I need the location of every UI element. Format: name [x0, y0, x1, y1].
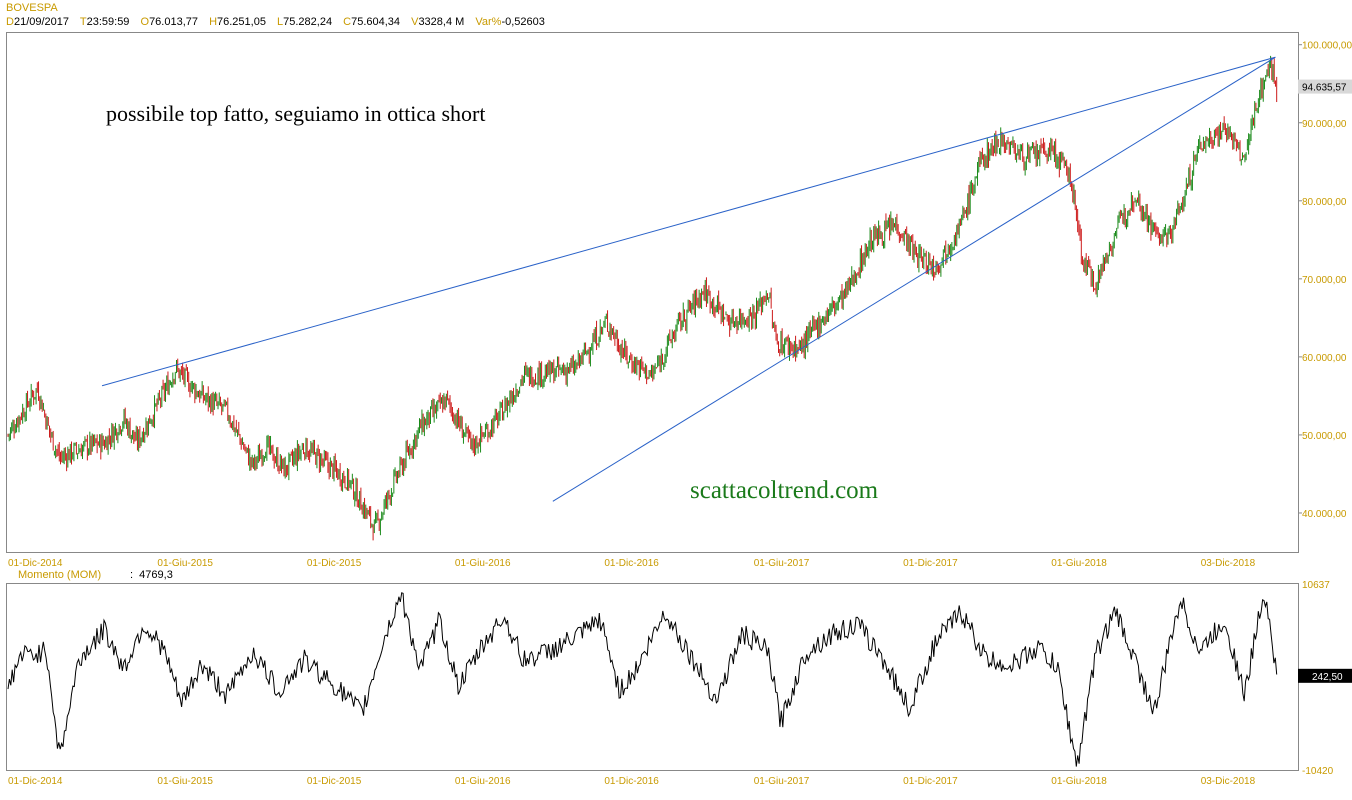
x-tick-label: 01-Giu-2018 [1051, 776, 1107, 787]
field-time: 23:59:59 [86, 16, 130, 28]
comment-annotation: possibile top fatto, seguiamo in ottica … [106, 101, 485, 126]
field-var: -0,52603 [501, 16, 545, 28]
y-tick-label: 60.000,00 [1302, 353, 1347, 364]
field-key: D [6, 16, 14, 28]
y-tick-label: 70.000,00 [1302, 275, 1347, 286]
x-tick-label: 01-Dic-2017 [903, 558, 958, 569]
momentum-x-axis: 01-Dic-2014 01-Giu-2015 01-Dic-2015 01-Giu-… [8, 776, 1256, 787]
ohlc-readout: D21/09/2017 T23:59:59 O76.013,77 H76.251… [6, 16, 553, 28]
momentum-series [7, 592, 1278, 767]
momentum-line [7, 592, 1278, 767]
watermark-text: scattacoltrend.com [690, 477, 879, 504]
momentum-value-text: 4769,3 [139, 569, 173, 581]
price-x-axis: 01-Dic-2014 01-Giu-2015 01-Dic-2015 01-Giu-… [8, 558, 1256, 569]
field-key: C [343, 16, 352, 28]
x-tick-label: 01-Giu-2015 [157, 776, 213, 787]
x-tick-label: 01-Giu-2017 [754, 776, 810, 787]
x-tick-label: 01-Dic-2017 [903, 776, 958, 787]
momentum-panel-frame [6, 583, 1299, 771]
momentum-y-tick-label: -10420 [1302, 766, 1334, 777]
field-close: 75.604,34 [351, 16, 401, 28]
momentum-last-label: 242,50 [1312, 672, 1343, 683]
y-tick-label: 50.000,00 [1302, 431, 1347, 442]
x-tick-label: 01-Dic-2015 [307, 776, 362, 787]
x-tick-label: 03-Dic-2018 [1201, 776, 1256, 787]
x-tick-label: 01-Giu-2018 [1051, 558, 1107, 569]
x-tick-label: 01-Dic-2016 [604, 776, 659, 787]
momentum-y-tick-label: 10637 [1302, 580, 1330, 591]
field-key: Var% [475, 16, 502, 28]
x-tick-label: 03-Dic-2018 [1201, 558, 1256, 569]
trendlines [101, 56, 1276, 502]
x-tick-label: 01-Dic-2015 [307, 558, 362, 569]
y-tick-label: 90.000,00 [1302, 119, 1347, 130]
last-price-label: 94.635,57 [1302, 83, 1347, 94]
field-low: 75.282,24 [283, 16, 333, 28]
price-candles [7, 55, 1278, 541]
field-key: O [140, 16, 150, 28]
x-tick-label: 01-Giu-2015 [157, 558, 213, 569]
x-tick-label: 01-Dic-2014 [8, 558, 63, 569]
momentum-current-value: : 4769,3 [130, 569, 173, 581]
x-tick-label: 01-Giu-2016 [455, 558, 511, 569]
price-y-axis: 40.000,00 50.000,00 60.000,00 70.000,00 80.0… [1298, 41, 1352, 520]
field-open: 76.013,77 [149, 16, 198, 28]
upper-trendline [101, 56, 1276, 387]
y-tick-label: 100.000,00 [1302, 41, 1352, 52]
price-panel-frame [6, 32, 1299, 553]
chart-symbol: BOVESPA [6, 2, 58, 14]
last-price-box [1298, 79, 1352, 94]
momentum-y-axis: 10637 -10420 242,50 [1298, 580, 1352, 777]
field-high: 76.251,05 [217, 16, 266, 28]
field-key: H [209, 16, 218, 28]
momentum-last-box [1298, 668, 1352, 683]
field-date: 21/09/2017 [13, 16, 70, 28]
momentum-title: Momento (MOM) [18, 569, 102, 581]
lower-trendline [552, 56, 1276, 502]
y-tick-label: 80.000,00 [1302, 197, 1347, 208]
x-tick-label: 01-Giu-2017 [754, 558, 810, 569]
x-tick-label: 01-Dic-2014 [8, 776, 63, 787]
x-tick-label: 01-Dic-2016 [604, 558, 659, 569]
field-key: L [277, 16, 284, 28]
field-key: T [79, 16, 87, 28]
x-tick-label: 01-Giu-2016 [455, 776, 511, 787]
field-key: V [411, 16, 419, 28]
field-volume: 3328,4 M [418, 16, 465, 28]
y-tick-label: 40.000,00 [1302, 509, 1347, 520]
